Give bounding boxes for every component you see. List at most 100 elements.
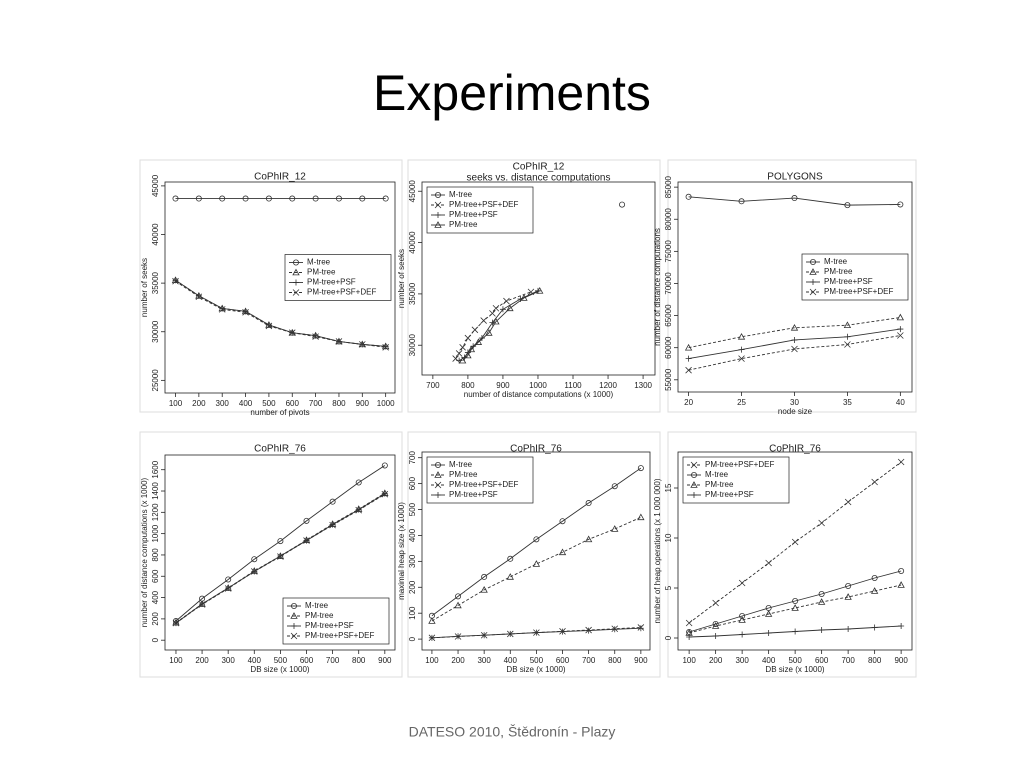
marker xyxy=(355,506,362,514)
legend-label: PM-tree xyxy=(824,267,853,276)
legend-label: PM-tree+PSF+DEF xyxy=(305,631,374,640)
legend-marker xyxy=(810,258,817,265)
y-tick-label: 1400 xyxy=(151,482,160,500)
marker xyxy=(897,458,905,466)
marker xyxy=(303,537,310,544)
marker xyxy=(492,317,500,325)
legend-marker xyxy=(691,492,697,498)
x-tick-label: 25 xyxy=(737,398,746,407)
marker xyxy=(738,579,746,587)
x-tick-label: 20 xyxy=(684,398,693,407)
marker xyxy=(765,630,772,636)
marker xyxy=(288,329,296,336)
x-tick-label: 700 xyxy=(582,656,596,665)
marker xyxy=(637,465,644,472)
marker xyxy=(225,576,232,583)
marker xyxy=(792,628,799,635)
chart-title: CoPhIR_76 xyxy=(769,444,821,455)
marker xyxy=(738,616,746,623)
marker xyxy=(458,356,467,364)
legend-marker xyxy=(809,288,817,296)
legend-marker xyxy=(434,481,442,489)
legend-label: PM-tree xyxy=(705,480,734,489)
marker xyxy=(312,333,319,340)
x-tick-label: 800 xyxy=(332,399,346,408)
y-tick-label: 700 xyxy=(408,450,417,464)
legend-label: PM-tree+PSF xyxy=(705,490,754,499)
y-tick-label: 200 xyxy=(408,580,417,594)
y-tick-label: 800 xyxy=(151,548,160,562)
marker xyxy=(738,355,745,362)
marker xyxy=(329,521,336,529)
marker xyxy=(428,634,435,641)
marker xyxy=(790,323,799,331)
y-tick-label: 400 xyxy=(151,590,160,604)
marker xyxy=(198,601,206,608)
y-tick-label: 40000 xyxy=(408,231,417,254)
x-tick-label: 100 xyxy=(169,399,183,408)
series-line xyxy=(175,280,386,348)
marker xyxy=(845,626,852,632)
legend-marker xyxy=(809,268,817,275)
x-tick-label: 400 xyxy=(762,656,776,665)
marker xyxy=(738,346,745,353)
x-tick-label: 200 xyxy=(195,656,209,665)
marker xyxy=(480,317,487,324)
marker xyxy=(684,343,693,351)
legend-marker xyxy=(810,279,816,285)
y-tick-label: 15 xyxy=(664,483,673,492)
legend-label: PM-tree xyxy=(449,470,478,479)
x-tick-label: 900 xyxy=(496,381,510,390)
marker xyxy=(843,321,852,329)
y-tick-label: 80000 xyxy=(664,208,673,231)
marker xyxy=(897,201,904,208)
marker xyxy=(329,498,336,505)
legend-label: PM-tree+PSF+DEF xyxy=(307,288,376,297)
series-line xyxy=(431,467,642,617)
legend-label: M-tree xyxy=(307,258,331,267)
marker xyxy=(897,581,905,588)
y-axis-label: number of distance computations (x 1000) xyxy=(140,477,149,627)
legend-marker xyxy=(691,471,698,478)
y-tick-label: 60000 xyxy=(664,336,673,359)
legend-marker xyxy=(435,492,441,498)
marker xyxy=(467,345,476,353)
legend-marker xyxy=(690,461,698,469)
marker xyxy=(172,619,180,627)
marker xyxy=(897,332,904,339)
x-tick-label: 700 xyxy=(309,399,323,408)
x-axis-label: node size xyxy=(778,407,813,416)
marker xyxy=(312,332,319,339)
legend-label: PM-tree+PSF xyxy=(307,278,356,287)
marker xyxy=(896,313,905,321)
y-axis-label: number of seeks xyxy=(397,249,406,308)
marker xyxy=(172,277,179,284)
legend-marker xyxy=(291,623,297,629)
chart-title: CoPhIR_12 xyxy=(513,162,565,173)
marker xyxy=(459,343,466,351)
series-line xyxy=(455,291,532,359)
y-tick-label: 30000 xyxy=(408,334,417,357)
legend-label: M-tree xyxy=(449,460,473,469)
marker xyxy=(382,344,389,351)
x-axis-label: number of pivots xyxy=(250,408,309,417)
marker xyxy=(584,535,593,543)
plot-area xyxy=(164,181,396,394)
y-tick-label: 1000 xyxy=(151,524,160,542)
marker xyxy=(489,319,496,326)
marker xyxy=(712,599,719,607)
legend-label: PM-tree+PSF xyxy=(305,621,354,630)
marker xyxy=(506,573,514,580)
x-tick-label: 800 xyxy=(352,656,366,665)
marker xyxy=(844,202,851,209)
marker xyxy=(381,462,388,469)
x-tick-label: 400 xyxy=(239,399,253,408)
x-tick-label: 300 xyxy=(477,656,491,665)
marker xyxy=(637,513,645,521)
marker xyxy=(764,610,773,617)
legend-label: PM-tree xyxy=(307,268,336,277)
y-axis-label: number of heap operations (x 1 000 000) xyxy=(653,478,662,623)
x-tick-label: 500 xyxy=(274,656,288,665)
legend-label: PM-tree+PSF+DEF xyxy=(449,200,518,209)
